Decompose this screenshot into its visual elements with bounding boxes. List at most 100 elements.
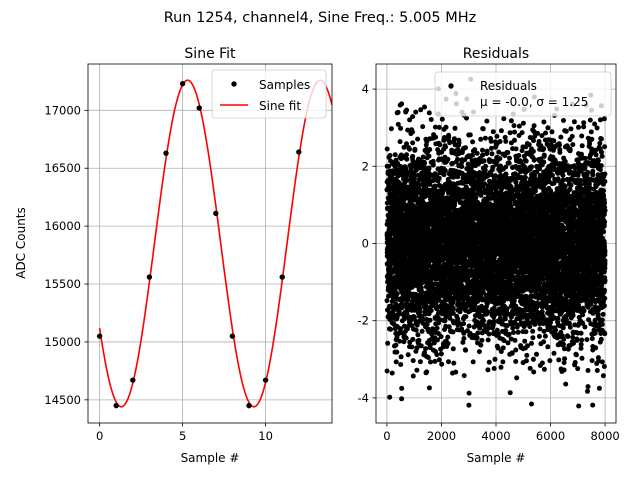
residual-point: [576, 124, 581, 130]
residual-point: [496, 149, 502, 155]
residual-point: [508, 336, 514, 342]
residual-point: [392, 326, 398, 332]
residual-point: [589, 358, 595, 364]
residual-point: [505, 150, 511, 155]
residual-point: [576, 403, 582, 409]
residual-point: [391, 321, 397, 327]
residual-point: [446, 132, 452, 138]
residual-point: [590, 168, 596, 174]
residual-point: [500, 359, 506, 365]
residual-point: [541, 328, 547, 334]
residual-point: [439, 361, 445, 367]
residual-point: [589, 336, 595, 342]
sample-point: [196, 105, 202, 111]
residual-point: [432, 124, 438, 130]
residual-point: [384, 146, 390, 152]
residual-point: [601, 116, 607, 122]
residual-point: [401, 334, 407, 340]
residual-point: [446, 359, 451, 365]
residual-point: [585, 384, 591, 390]
residual-point: [426, 110, 432, 116]
residual-point: [461, 263, 467, 269]
residual-point: [399, 330, 405, 336]
residual-point: [507, 155, 512, 161]
residual-point: [570, 334, 576, 340]
residual-point: [557, 149, 563, 155]
residual-point: [436, 357, 442, 363]
residual-point: [587, 155, 593, 161]
residual-point: [539, 309, 545, 315]
residual-point: [505, 340, 511, 346]
sine-fit-xtick-label: 10: [258, 429, 273, 443]
residual-point: [559, 211, 565, 217]
residual-point: [485, 367, 491, 373]
residual-point: [460, 339, 466, 345]
sine-fit-ytick-label: 15000: [44, 335, 81, 349]
legend-sine-fit-label: Sine fit: [259, 99, 301, 113]
residual-point: [476, 349, 482, 355]
residual-point: [572, 362, 578, 368]
residual-point: [480, 170, 486, 176]
residual-point: [512, 137, 517, 143]
residual-point: [516, 123, 522, 129]
residual-point: [394, 110, 400, 116]
residual-point: [508, 118, 514, 124]
residual-point: [470, 359, 476, 365]
residual-point: [565, 334, 571, 339]
residual-point: [571, 119, 577, 125]
residual-point: [414, 345, 420, 351]
residual-point: [398, 362, 404, 367]
residual-point: [410, 114, 416, 120]
residual-point: [401, 339, 407, 345]
residual-point: [480, 147, 485, 153]
residual-point: [441, 137, 447, 143]
residual-point: [413, 109, 419, 115]
residual-point: [527, 324, 533, 330]
residual-point: [397, 139, 403, 145]
residual-point: [585, 388, 590, 394]
residual-point: [594, 125, 600, 131]
residual-point: [524, 150, 530, 156]
residual-point: [522, 338, 528, 344]
residual-point: [590, 172, 596, 178]
legend-samples-label: Samples: [259, 78, 310, 92]
sine-fit-ytick-label: 14500: [44, 393, 81, 407]
residual-point: [465, 161, 471, 167]
residual-point: [556, 357, 562, 363]
figure-suptitle: Run 1254, channel4, Sine Freq.: 5.005 MH…: [164, 10, 477, 26]
residual-point: [590, 310, 596, 316]
sine-fit-axes-frame: [87, 63, 333, 424]
residual-point: [485, 337, 491, 343]
residual-point: [495, 345, 501, 351]
residual-point: [562, 346, 567, 352]
sine-fit-ytick-label: 17000: [44, 103, 81, 117]
residual-point: [455, 156, 460, 162]
residual-point: [397, 102, 403, 108]
residual-point: [462, 347, 468, 353]
residual-point: [434, 325, 440, 331]
sample-point: [130, 377, 136, 383]
residual-point: [529, 340, 534, 346]
sine-fit-plot-area: [96, 79, 332, 409]
sample-point: [96, 333, 103, 339]
residual-point: [450, 346, 456, 352]
residual-point: [587, 117, 593, 123]
residual-point: [418, 107, 424, 113]
residual-point: [443, 312, 449, 318]
residual-point: [596, 385, 602, 391]
residual-point: [574, 157, 580, 163]
residual-point: [389, 298, 395, 304]
residual-point: [445, 334, 451, 340]
residual-point: [602, 144, 608, 150]
residual-point: [491, 366, 497, 371]
residual-point: [387, 394, 393, 400]
residual-point: [470, 139, 476, 145]
residual-point: [576, 314, 582, 320]
residual-point: [548, 188, 554, 194]
residual-point: [562, 356, 568, 362]
residual-point: [509, 175, 515, 181]
residual-point: [590, 347, 596, 353]
sine-fit-ytick-label: 16000: [44, 219, 81, 233]
